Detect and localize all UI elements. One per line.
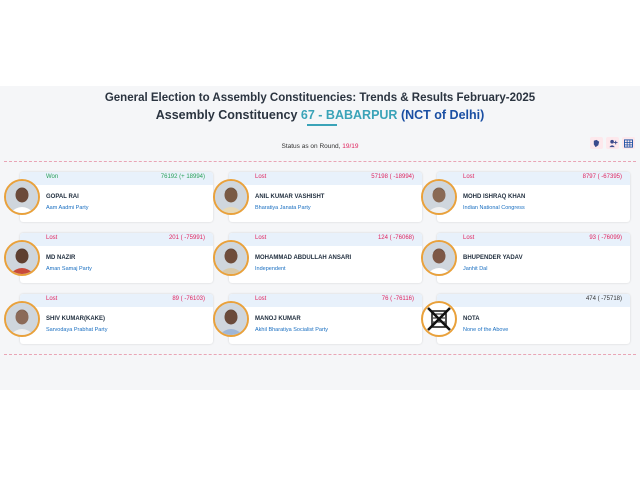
candidate-photo <box>421 240 457 276</box>
candidate-name: MD NAZIR <box>46 255 76 261</box>
card-header <box>229 233 422 246</box>
top-divider <box>4 161 636 162</box>
candidate-photo <box>213 301 249 337</box>
user-plus-icon[interactable] <box>606 137 619 149</box>
candidate-card[interactable]: Lost 8797 ( -67395) MOHD ISHRAQ KHAN Indian… <box>437 172 630 222</box>
candidate-name: BHUPENDER YADAV <box>463 255 523 261</box>
card-header <box>229 294 422 307</box>
card-header <box>437 172 630 185</box>
round-status-label: Status as on Round, <box>281 143 341 150</box>
title-underline <box>307 124 337 126</box>
candidate-card[interactable]: 474 ( -75718) NOTA None of the Above <box>437 294 630 344</box>
candidate-photo <box>213 179 249 215</box>
candidate-card[interactable]: Won 76192 (+ 18994) GOPAL RAI Aam Aadmi Par… <box>20 172 213 222</box>
vote-count: 93 ( -76099) <box>589 235 622 241</box>
candidate-name: MOHAMMAD ABDULLAH ANSARI <box>255 255 352 261</box>
vote-count: 124 ( -76068) <box>377 235 414 241</box>
vote-count: 57198 ( -18994) <box>371 174 414 180</box>
card-header <box>437 294 630 307</box>
party-name[interactable]: Aam Aadmi Party <box>46 205 89 211</box>
result-status: Lost <box>463 174 475 180</box>
map-icon[interactable] <box>590 137 603 149</box>
nota-symbol-icon <box>421 301 457 337</box>
candidate-name: MOHD ISHRAQ KHAN <box>463 194 526 200</box>
card-header <box>20 233 213 246</box>
candidate-name: MANOJ KUMAR <box>255 316 301 322</box>
party-name[interactable]: Independent <box>255 266 286 272</box>
party-name[interactable]: Akhil Bharatiya Socialist Party <box>255 327 329 333</box>
vote-count: 474 ( -75718) <box>585 296 622 302</box>
candidate-photo <box>4 301 40 337</box>
candidate-photo <box>4 179 40 215</box>
candidate-card[interactable]: Lost 124 ( -76068) MOHAMMAD ABDULLAH ANSAR… <box>229 233 422 283</box>
candidate-name: NOTA <box>463 316 480 322</box>
result-status: Lost <box>463 235 475 241</box>
bottom-divider <box>4 354 636 355</box>
candidate-photo <box>4 240 40 276</box>
party-name[interactable]: None of the Above <box>463 327 509 333</box>
candidate-photo <box>421 179 457 215</box>
party-name[interactable]: Bharatiya Janata Party <box>255 205 311 211</box>
result-status: Lost <box>46 235 58 241</box>
candidate-card[interactable]: Lost 57198 ( -18994) ANIL KUMAR VASHISHT Bh… <box>229 172 422 222</box>
candidate-name: GOPAL RAI <box>46 194 79 200</box>
result-status: Lost <box>255 296 267 302</box>
candidate-name: SHIV KUMAR(KAKE) <box>46 316 105 322</box>
constituency-heading: Assembly Constituency 67 - BABARPUR (NCT… <box>0 108 640 122</box>
constituency-label: Assembly Constituency <box>155 108 298 122</box>
vote-count: 201 ( -75991) <box>168 235 205 241</box>
result-status: Lost <box>46 296 58 302</box>
party-name[interactable]: Janhit Dal <box>463 266 488 272</box>
toolbar <box>590 137 635 149</box>
party-name[interactable]: Aman Samaj Party <box>46 266 92 272</box>
candidate-card[interactable]: Lost 201 ( -75991) MD NAZIR Aman Samaj Part… <box>20 233 213 283</box>
party-name[interactable]: Sarvodaya Prabhat Party <box>46 327 108 333</box>
result-status: Lost <box>255 235 267 241</box>
vote-count: 8797 ( -67395) <box>582 174 622 180</box>
candidate-card[interactable]: Lost 93 ( -76099) BHUPENDER YADAV Janhit Da… <box>437 233 630 283</box>
candidate-card[interactable]: Lost 89 ( -76103) SHIV KUMAR(KAKE) Sarvoday… <box>20 294 213 344</box>
page-title: General Election to Assembly Constituenc… <box>104 92 536 104</box>
vote-count: 76192 (+ 18994) <box>160 174 205 180</box>
constituency-state: (NCT of Delhi) <box>400 108 485 122</box>
candidate-card[interactable]: Lost 76 ( -76116) MANOJ KUMAR Akhil Bharati… <box>229 294 422 344</box>
result-status: Lost <box>255 174 267 180</box>
vote-count: 89 ( -76103) <box>172 296 205 302</box>
table-icon[interactable] <box>622 137 635 149</box>
round-value: 19/19 <box>342 143 359 150</box>
card-header <box>229 172 422 185</box>
vote-count: 76 ( -76116) <box>381 296 414 302</box>
result-status: Won <box>46 174 59 180</box>
card-header <box>20 172 213 185</box>
constituency-number: 67 - BABARPUR <box>300 108 398 122</box>
round-status: Status as on Round, 19/19 <box>0 143 640 150</box>
party-name[interactable]: Indian National Congress <box>463 205 525 211</box>
candidate-photo <box>213 240 249 276</box>
card-header <box>437 233 630 246</box>
candidate-name: ANIL KUMAR VASHISHT <box>255 194 325 200</box>
card-header <box>20 294 213 307</box>
